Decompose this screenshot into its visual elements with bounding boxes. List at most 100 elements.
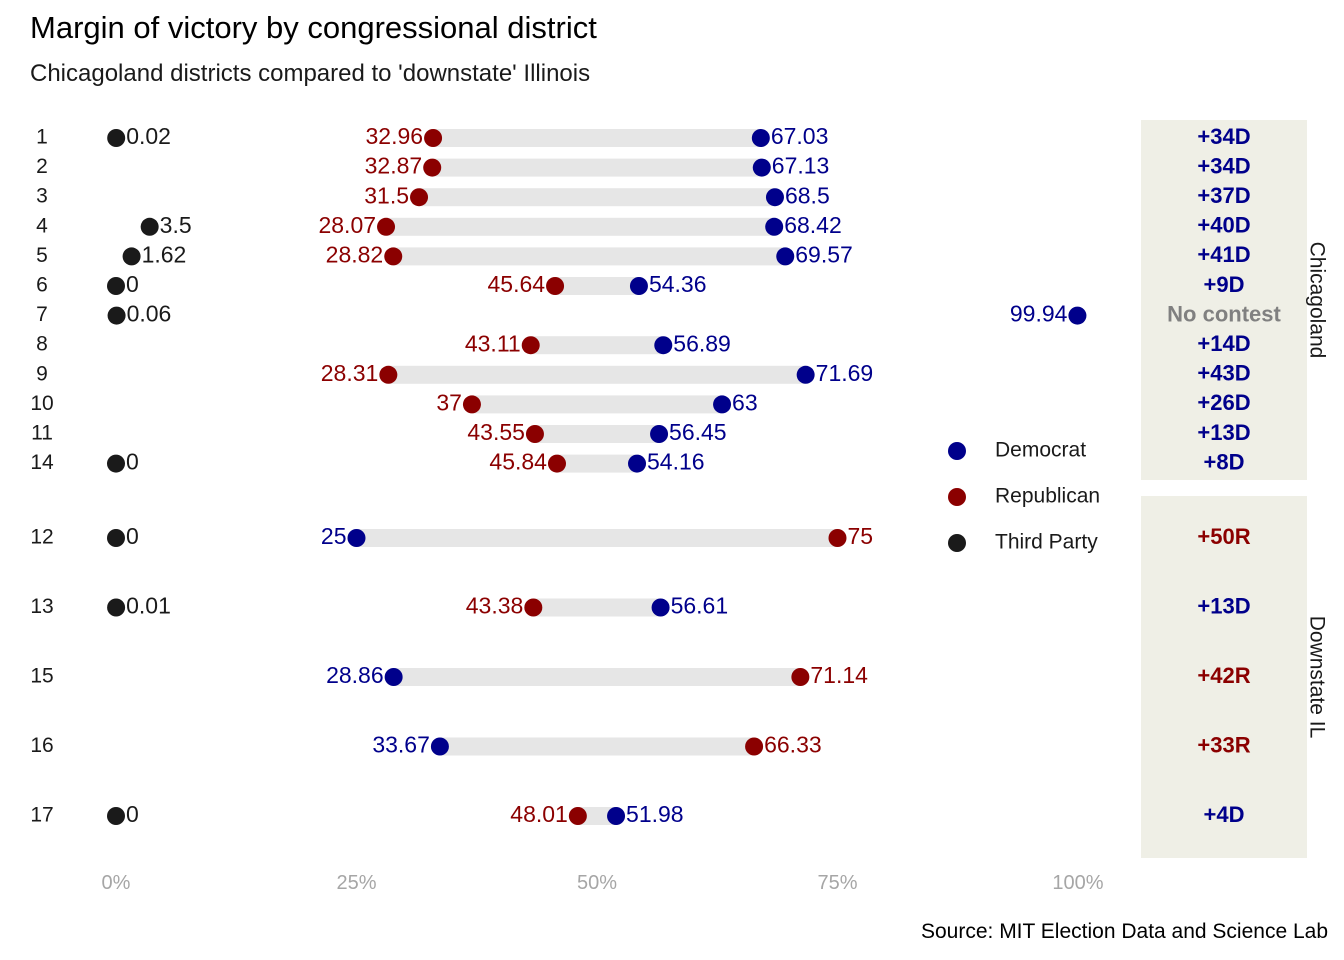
democrat-value-label: 68.5 (785, 182, 830, 208)
democrat-point (607, 807, 626, 825)
margin-label: +8D (1204, 449, 1245, 474)
democrat-value-label: 71.69 (816, 360, 874, 386)
gap-segment (577, 807, 617, 825)
legend-key-thirdparty (948, 534, 966, 552)
republican-point (745, 737, 764, 756)
x-tick-label: 25% (336, 872, 376, 894)
republican-value-label: 71.14 (810, 662, 868, 688)
republican-value-label: 66.33 (764, 732, 822, 758)
third-party-point (107, 454, 125, 473)
democrat-value-label: 56.89 (673, 330, 731, 356)
third-party-value-label: 3.5 (160, 212, 192, 238)
gap-segment (534, 425, 660, 443)
gap-segment (388, 365, 806, 384)
democrat-point (765, 217, 784, 236)
democrat-point (654, 336, 673, 355)
democrat-value-label: 25 (321, 523, 347, 549)
third-party-point (107, 277, 125, 295)
republican-point (525, 425, 544, 443)
democrat-point (751, 129, 770, 147)
third-party-point (107, 306, 126, 325)
republican-point (547, 454, 566, 473)
district-label: 3 (36, 185, 48, 208)
chart-caption: Source: MIT Election Data and Science La… (920, 920, 1328, 943)
margin-label: +26D (1197, 390, 1250, 415)
third-party-point (107, 807, 125, 825)
gap-segment (386, 217, 775, 236)
margin-label: +14D (1197, 331, 1250, 356)
x-tick-label: 75% (817, 872, 857, 894)
margin-label: +4D (1204, 802, 1245, 827)
margin-label: +37D (1197, 183, 1250, 208)
gap-segment (393, 247, 786, 266)
democrat-point (1068, 306, 1087, 325)
gap-segment (393, 668, 801, 686)
district-label: 8 (36, 333, 48, 356)
margin-label: +41D (1197, 242, 1250, 267)
legend-key-republican (948, 488, 966, 506)
facet-strip-label: Chicagoland (1305, 242, 1328, 359)
district-label: 11 (31, 422, 53, 445)
democrat-value-label: 56.45 (669, 419, 727, 445)
margin-label: +33R (1197, 732, 1250, 757)
democrat-point (765, 188, 784, 207)
democrat-point (796, 365, 815, 384)
republican-value-label: 32.87 (365, 153, 423, 179)
district-label: 17 (30, 804, 53, 827)
democrat-point (713, 395, 732, 414)
gap-segment (439, 737, 755, 756)
district-label: 4 (36, 214, 48, 237)
republican-value-label: 75 (848, 523, 874, 549)
third-party-value-label: 0 (126, 449, 139, 475)
legend-key-democrat (948, 442, 966, 460)
margin-label: +50R (1197, 524, 1250, 549)
margin-label: +40D (1197, 213, 1250, 238)
third-party-value-label: 0.06 (127, 301, 172, 327)
gap-segment (556, 454, 638, 473)
democrat-value-label: 69.57 (795, 241, 853, 267)
democrat-point (628, 454, 647, 473)
democrat-value-label: 54.16 (647, 449, 705, 475)
third-party-point (107, 598, 126, 617)
margin-label: +43D (1197, 361, 1250, 386)
third-party-value-label: 0 (126, 523, 139, 549)
republican-point (546, 277, 565, 295)
gap-segment (471, 395, 723, 414)
republican-value-label: 45.84 (489, 449, 547, 475)
gap-segment (530, 336, 664, 355)
district-label: 2 (36, 155, 48, 178)
gap-segment (433, 129, 761, 147)
district-label: 9 (36, 362, 48, 385)
third-party-value-label: 0 (126, 801, 139, 827)
republican-point (423, 158, 442, 177)
republican-value-label: 43.55 (467, 419, 525, 445)
legend-label: Republican (995, 485, 1100, 508)
district-label: 16 (30, 734, 53, 757)
gap-segment (419, 188, 775, 207)
republican-point (410, 188, 429, 207)
republican-point (791, 668, 810, 686)
margin-label: +13D (1197, 593, 1250, 618)
facet-strip-label: Downstate IL (1305, 616, 1328, 739)
republican-value-label: 28.07 (318, 212, 376, 238)
republican-value-label: 43.11 (465, 330, 521, 356)
democrat-point (651, 598, 670, 617)
legend-label: Third Party (995, 531, 1098, 554)
third-party-value-label: 0.01 (126, 593, 171, 619)
gap-segment (555, 277, 639, 295)
gap-segment (533, 598, 661, 617)
margin-label: No contest (1167, 301, 1281, 326)
republican-value-label: 37 (436, 389, 462, 415)
republican-point (377, 217, 396, 236)
gap-segment (356, 529, 838, 547)
democrat-value-label: 56.61 (671, 593, 729, 619)
district-label: 10 (30, 392, 53, 415)
district-label: 7 (36, 303, 48, 326)
chart-subtitle: Chicagoland districts compared to 'downs… (30, 60, 591, 87)
republican-point (384, 247, 403, 266)
democrat-point (650, 425, 669, 443)
margin-label: +13D (1197, 420, 1250, 445)
district-label: 12 (30, 526, 53, 549)
margin-label: +34D (1197, 124, 1250, 149)
third-party-value-label: 0.02 (126, 123, 171, 149)
